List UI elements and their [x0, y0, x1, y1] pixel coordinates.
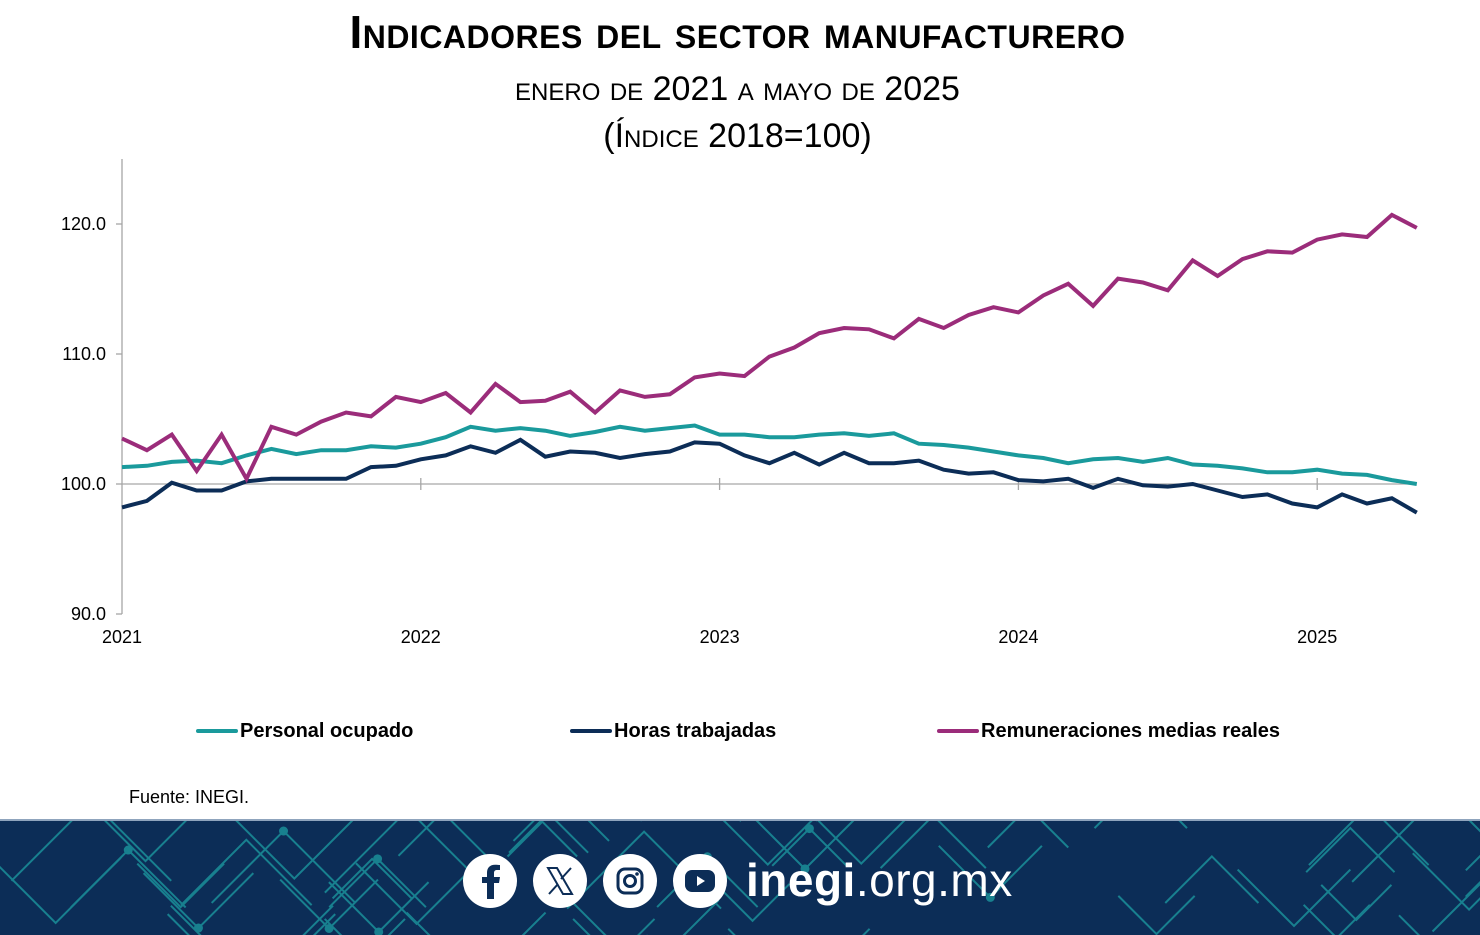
chart-axes	[116, 159, 1416, 614]
y-tick-label: 110.0	[62, 344, 106, 364]
pattern-line	[181, 840, 312, 905]
pattern-line	[168, 914, 336, 935]
legend-swatch-horas-trabajadas	[570, 729, 612, 733]
site-name-bold: inegi	[746, 854, 856, 906]
instagram-icon	[615, 866, 645, 896]
pattern-dot	[374, 855, 381, 862]
pattern-line	[509, 821, 588, 853]
x-link[interactable]	[533, 854, 587, 908]
y-tick-label: 100.0	[61, 474, 106, 494]
facebook-icon	[475, 863, 505, 899]
pattern-line	[728, 929, 869, 935]
pattern-line	[508, 822, 578, 857]
pattern-line	[1306, 828, 1394, 872]
pattern-line	[137, 864, 224, 907]
pattern-line	[1321, 885, 1391, 920]
chart-series	[122, 215, 1417, 513]
pattern-line	[1304, 905, 1370, 935]
pattern-line	[1165, 856, 1258, 903]
x-tick-label: 2021	[102, 627, 142, 647]
pattern-line	[407, 913, 546, 935]
facebook-link[interactable]	[463, 854, 517, 908]
x-tick-label: 2025	[1297, 627, 1337, 647]
footer-banner: inegi.org.mx	[0, 819, 1480, 935]
legend-label: Personal ocupado	[240, 720, 413, 743]
instagram-link[interactable]	[603, 854, 657, 908]
pattern-line	[1118, 896, 1194, 934]
pattern-line	[0, 858, 121, 923]
pattern-line	[12, 821, 172, 881]
pattern-line	[399, 821, 487, 856]
pattern-dot	[280, 828, 287, 835]
pattern-dot	[326, 925, 333, 932]
pattern-line	[513, 821, 609, 841]
website-link[interactable]: inegi.org.mx	[746, 851, 1013, 909]
youtube-link[interactable]	[673, 854, 727, 908]
pattern-line	[227, 821, 362, 879]
pattern-line	[329, 882, 429, 932]
pattern-line	[171, 906, 333, 935]
legend-item-remuneraciones: Remuneraciones medias reales	[937, 716, 1280, 746]
source-note: Fuente: INEGI.	[129, 787, 249, 808]
chart-tick-labels: 90.0 100.0 110.0 120.0 2021 2022 2023 2024 2025	[61, 214, 1337, 647]
y-tick-label: 120.0	[61, 214, 106, 234]
social-links	[463, 854, 743, 908]
x-icon	[545, 866, 575, 896]
pattern-line	[988, 821, 1068, 848]
legend-swatch-remuneraciones	[937, 729, 979, 733]
legend-swatch-personal-ocupado	[196, 729, 238, 733]
line-chart: 90.0 100.0 110.0 120.0 2021 2022 2023 2024 2025	[0, 0, 1480, 700]
y-tick-label: 90.0	[71, 604, 106, 624]
pattern-dot	[125, 847, 132, 854]
x-tick-label: 2024	[998, 627, 1038, 647]
youtube-icon	[683, 868, 717, 894]
legend-label: Horas trabajadas	[614, 720, 776, 743]
legend-label: Remuneraciones medias reales	[981, 720, 1280, 743]
legend-item-personal-ocupado: Personal ocupado	[196, 716, 413, 746]
legend-item-horas-trabajadas: Horas trabajadas	[570, 716, 776, 746]
series-line-remuneraciones-medias-reales	[122, 215, 1417, 479]
x-tick-label: 2023	[700, 627, 740, 647]
pattern-dot	[375, 928, 382, 935]
pattern-line	[1095, 821, 1187, 828]
site-domain: .org.mx	[856, 854, 1013, 906]
pattern-dot	[806, 825, 813, 832]
pattern-line	[1309, 821, 1429, 865]
series-line-personal-ocupado	[122, 426, 1417, 485]
x-tick-label: 2022	[401, 627, 441, 647]
pattern-line	[1413, 853, 1480, 909]
